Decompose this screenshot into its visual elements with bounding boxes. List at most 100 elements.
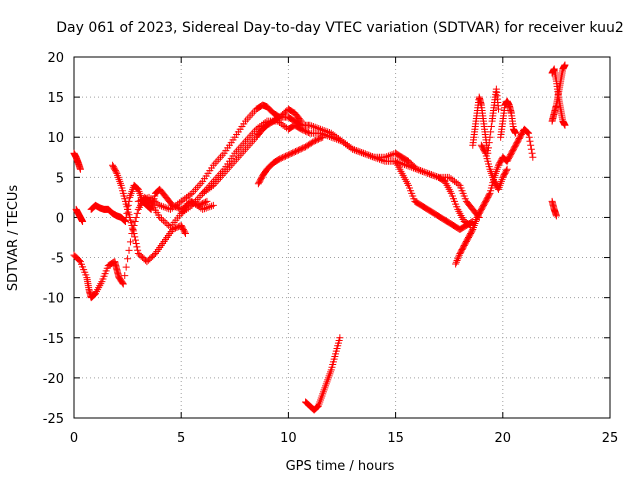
- data-point: [121, 272, 129, 280]
- data-point: [183, 193, 191, 201]
- data-point: [529, 153, 537, 161]
- data-point: [154, 200, 162, 208]
- data-point: [354, 147, 362, 155]
- data-point: [363, 151, 371, 159]
- data-point: [297, 145, 305, 153]
- data-point: [525, 133, 533, 141]
- data-point: [338, 137, 346, 145]
- data-point: [131, 233, 139, 241]
- data-point: [112, 168, 120, 176]
- data-point: [161, 218, 169, 226]
- data-point: [254, 124, 262, 132]
- y-tick-label: 10: [47, 131, 64, 146]
- data-point: [372, 154, 380, 162]
- y-tick-label: -25: [43, 412, 64, 427]
- data-point: [209, 201, 217, 209]
- data-point: [402, 161, 410, 169]
- data-point: [140, 195, 148, 203]
- data-point: [312, 137, 320, 145]
- data-point: [300, 144, 308, 152]
- y-tick-label: -20: [43, 372, 64, 387]
- data-point: [163, 220, 171, 228]
- data-point: [158, 215, 166, 223]
- x-tick-label: 15: [387, 431, 404, 446]
- data-point: [280, 153, 288, 161]
- data-point: [429, 171, 437, 179]
- data-point: [485, 139, 493, 147]
- x-tick-label: 0: [70, 431, 78, 446]
- data-point: [342, 140, 350, 148]
- y-tick-label: -5: [51, 252, 64, 267]
- data-point: [279, 154, 287, 162]
- x-axis: 0 5 10 15 20 25: [70, 57, 618, 446]
- data-point: [206, 203, 214, 211]
- data-point: [454, 253, 462, 261]
- data-point: [468, 227, 476, 235]
- series-arc-q: [548, 197, 560, 220]
- series-arc-h: [199, 105, 305, 197]
- series-arc-r: [302, 334, 344, 414]
- data-point: [417, 167, 425, 175]
- data-point: [486, 133, 494, 141]
- data-point: [297, 117, 305, 125]
- plot-frame: [73, 56, 611, 419]
- data-point: [290, 148, 298, 156]
- data-point: [300, 127, 308, 135]
- data-point: [202, 187, 210, 195]
- data-point: [170, 225, 178, 233]
- series-arc-n: [497, 97, 520, 141]
- data-point: [561, 121, 569, 129]
- data-point: [292, 148, 300, 156]
- data-point: [399, 160, 407, 168]
- data-point: [122, 263, 130, 271]
- data-point: [523, 128, 531, 136]
- data-point: [204, 203, 212, 211]
- series-arc-p: [548, 61, 569, 125]
- data-point: [173, 223, 181, 231]
- data-point: [170, 203, 178, 211]
- data-point: [202, 204, 210, 212]
- series-arc-k: [452, 125, 537, 268]
- y-tick-label: 15: [47, 91, 64, 106]
- data-point: [277, 154, 285, 162]
- data-point: [175, 199, 183, 207]
- data-point: [284, 151, 292, 159]
- data-point: [159, 203, 167, 211]
- x-tick-label: 25: [602, 431, 619, 446]
- data-point: [152, 199, 160, 207]
- data-point: [306, 121, 314, 129]
- data-point: [336, 334, 344, 342]
- data-point: [281, 123, 289, 131]
- data-point: [314, 135, 322, 143]
- data-point: [313, 136, 321, 144]
- data-point: [309, 138, 317, 146]
- data-point: [334, 136, 342, 144]
- data-point: [169, 225, 177, 233]
- y-tick-label: 20: [47, 51, 64, 66]
- data-point: [297, 125, 305, 133]
- data-point: [200, 188, 208, 196]
- data-point: [177, 209, 185, 217]
- data-point: [252, 125, 260, 133]
- data-point: [289, 149, 297, 157]
- y-tick-label: -15: [43, 332, 64, 347]
- data-point: [143, 194, 151, 202]
- data-point: [361, 150, 369, 158]
- data-point: [286, 150, 294, 158]
- data-point: [495, 105, 503, 113]
- series-arc-e: [109, 161, 189, 266]
- data-point: [161, 203, 169, 211]
- data-point: [340, 139, 348, 147]
- data-point: [181, 228, 189, 236]
- data-point: [294, 146, 302, 154]
- data-point: [203, 197, 211, 205]
- data-point: [293, 147, 301, 155]
- series-arc-j: [392, 157, 477, 233]
- data-point: [316, 135, 324, 143]
- data-point: [176, 205, 184, 213]
- data-point: [132, 213, 140, 221]
- data-point: [309, 123, 317, 131]
- data-point: [561, 61, 569, 69]
- data-point: [75, 256, 83, 264]
